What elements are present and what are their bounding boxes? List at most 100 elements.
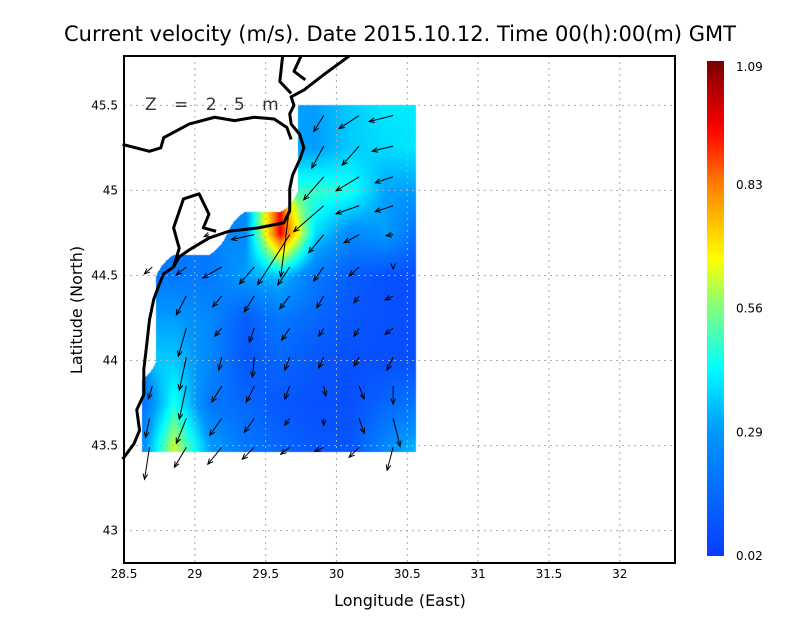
y-tick-label: 43.5 [91,439,118,453]
velocity-arrow [383,295,394,301]
velocity-arrow [358,385,365,401]
velocity-arrow [338,115,360,130]
velocity-arrow [143,418,150,439]
coastline [278,55,293,95]
y-tick-label: 43 [103,524,118,538]
velocity-arrow [302,176,325,201]
chart-title: Current velocity (m/s). Date 2015.10.12.… [64,22,736,46]
velocity-arrow [175,418,187,445]
velocity-arrow [307,234,325,254]
velocity-arrow [311,145,325,170]
coastline [292,55,307,82]
velocity-arrow [142,447,150,481]
velocity-arrow [175,295,187,317]
velocity-arrow [211,385,223,404]
velocity-vectors [142,115,402,481]
velocity-arrow [177,328,187,358]
plot-frame [123,55,676,564]
velocity-arrow [238,266,255,285]
velocity-arrow [318,356,325,370]
velocity-arrow [386,356,394,372]
velocity-arrow [175,266,187,276]
velocity-arrow [283,418,291,427]
velocity-arrow [292,205,325,233]
colorbar-tick-labels: 0.02 0.29 0.56 0.83 1.09 [736,60,763,563]
velocity-arrow [353,295,360,304]
velocity-arrow [284,385,291,401]
gridlines [124,56,675,563]
velocity-arrow [313,115,325,133]
velocity-arrow [385,447,394,472]
velocity-arrow [177,357,187,392]
x-axis-label: Longitude (East) [334,591,466,610]
velocity-arrow [348,446,360,459]
velocity-arrow [202,232,210,238]
velocity-arrow [390,386,396,406]
x-tick-label: 32 [612,567,627,581]
colorbar-tick-label: 0.02 [736,549,763,563]
velocity-arrow [316,295,325,309]
velocity-arrow [277,266,291,287]
velocity-arrow [358,418,366,435]
x-tick-label: 30 [329,567,344,581]
x-tick-label: 30.5 [394,567,421,581]
coastline [122,115,293,153]
velocity-arrow [248,328,255,344]
velocity-arrow [147,385,153,401]
colorbar-tick-label: 1.09 [736,60,763,74]
coastline [121,54,351,461]
velocity-arrow [250,357,256,379]
coastline [172,192,217,268]
velocity-arrow [206,446,223,466]
velocity-arrow [373,205,394,213]
colorbar-tick-label: 0.83 [736,178,763,192]
velocity-arrow [173,447,187,469]
colorbar-tick-label: 0.56 [736,302,763,316]
velocity-arrow [245,385,255,404]
velocity-arrow [353,356,360,368]
velocity-arrow [392,418,402,448]
velocity-arrow [367,115,394,123]
velocity-arrow [279,446,291,456]
x-tick-label: 29 [187,567,202,581]
velocity-arrow [390,263,396,271]
velocity-arrow [334,205,360,215]
colorbar [707,61,724,556]
velocity-arrow [284,356,291,372]
velocity-arrow [201,266,222,279]
velocity-arrow [213,327,223,338]
coastlines [121,54,351,461]
velocity-arrow [353,327,360,338]
velocity-arrow [313,446,324,452]
y-tick-label: 44.5 [91,268,118,282]
velocity-arrow [243,418,255,434]
velocity-arrow [335,176,360,192]
depth-annotation: Z = 2.5 m [145,95,285,115]
velocity-arrow [384,327,394,335]
velocity-arrow [342,234,360,244]
y-tick-label: 45 [103,183,118,197]
x-tick-label: 29.5 [252,567,279,581]
colorbar-tick-label: 0.29 [736,425,763,439]
velocity-arrow [177,385,187,421]
velocity-arrow [241,446,255,461]
velocity-arrow [321,385,328,398]
velocity-arrow [341,145,360,167]
velocity-arrow [370,145,394,153]
y-tick-label: 44 [103,354,118,368]
velocity-arrow [230,234,255,242]
y-tick-label: 45.5 [91,98,118,112]
y-axis-label: Latitude (North) [67,246,86,374]
velocity-arrow [243,295,255,313]
velocity-arrow [217,357,223,372]
x-tick-label: 31.5 [536,567,563,581]
velocity-arrow [320,418,327,427]
velocity-arrow [278,295,291,310]
velocity-arrow [208,418,223,437]
velocity-arrow [211,295,223,308]
x-tick-label: 31 [470,567,485,581]
x-tick-labels: 28.5 29 29.5 30 30.5 31 31.5 32 [111,567,628,581]
y-tick-labels: 43 43.5 44 44.5 45 45.5 [91,98,118,537]
